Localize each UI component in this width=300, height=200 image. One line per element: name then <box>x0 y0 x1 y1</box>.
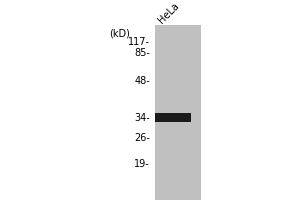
Text: (kD): (kD) <box>110 29 130 39</box>
Text: 19-: 19- <box>134 159 150 169</box>
Text: HeLa: HeLa <box>156 0 181 25</box>
Bar <box>154 113 190 122</box>
Text: 26-: 26- <box>134 133 150 143</box>
Text: 85-: 85- <box>134 48 150 58</box>
Text: 48-: 48- <box>134 76 150 86</box>
Text: 117-: 117- <box>128 37 150 47</box>
Text: 34-: 34- <box>134 113 150 123</box>
Bar <box>154 25 201 200</box>
